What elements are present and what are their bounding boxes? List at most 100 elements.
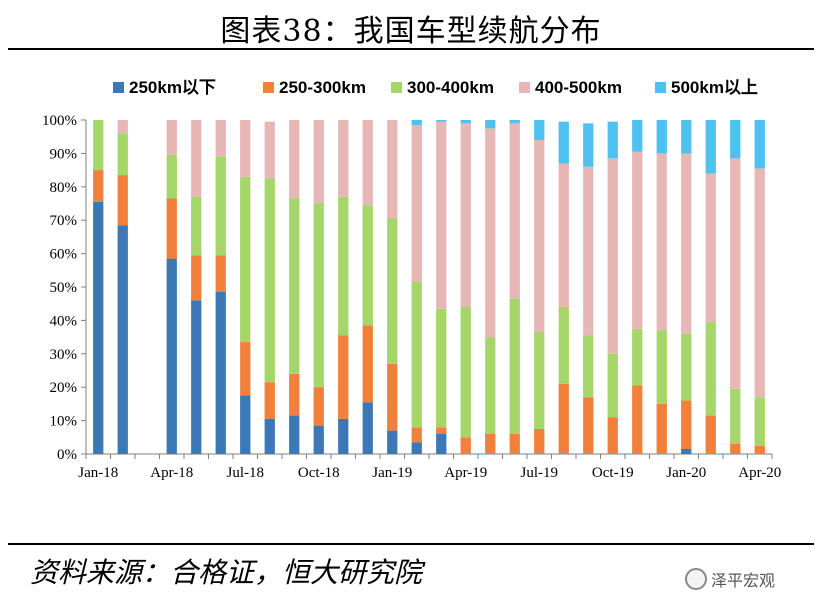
y-tick-label: 30%: [50, 347, 78, 363]
bar-segment: [191, 300, 202, 454]
bar-segment: [632, 151, 643, 329]
bar-segment: [387, 363, 398, 431]
bar-segment: [264, 418, 275, 454]
bar-segment: [411, 125, 422, 282]
bar-segment: [656, 403, 667, 454]
x-tick-label: Jan-18: [78, 465, 118, 481]
y-tick-label: 40%: [50, 313, 78, 329]
source-rule: [8, 543, 814, 545]
legend-label: 250km以下: [129, 78, 216, 97]
bar-segment: [509, 120, 520, 124]
bar-segment: [240, 395, 251, 454]
bar-segment: [509, 298, 520, 434]
bar-segment: [411, 281, 422, 428]
bar-segment: [215, 292, 226, 454]
y-tick-label: 0%: [57, 447, 77, 463]
x-tick-label: Jan-19: [372, 465, 412, 481]
y-tick-label: 10%: [50, 414, 78, 430]
title-rule: [8, 48, 814, 50]
bar-segment: [656, 153, 667, 331]
bar-segment: [730, 388, 741, 444]
x-tick-label: Jul-19: [521, 465, 559, 481]
bar-segment: [485, 433, 496, 454]
bar-segment: [583, 335, 594, 398]
bar-segment: [681, 400, 692, 449]
bar-segment: [534, 332, 545, 429]
bar-segment: [485, 337, 496, 434]
bar-segment: [338, 335, 349, 419]
bar-segment: [607, 158, 618, 354]
bar-segment: [215, 120, 226, 157]
y-tick-label: 90%: [50, 146, 78, 162]
bar-segment: [607, 353, 618, 418]
bar-segment: [705, 322, 716, 416]
bar-segment: [681, 333, 692, 401]
bar-segment: [411, 120, 422, 126]
bar-segment: [509, 433, 520, 454]
bar-segment: [289, 373, 300, 416]
bar-segment: [93, 120, 104, 171]
bar-segment: [117, 120, 128, 134]
x-tick-label: Jan-20: [666, 465, 706, 481]
watermark: 泽平宏观: [685, 567, 775, 591]
bar-segment: [558, 383, 569, 454]
bar-segment: [436, 433, 447, 454]
bar-segment: [558, 121, 569, 164]
bar-segment: [362, 205, 373, 326]
wechat-logo-icon: [685, 568, 707, 590]
bar-segment: [583, 166, 594, 336]
bar-segment: [534, 428, 545, 454]
bar-segment: [93, 201, 104, 454]
bar-segment: [436, 121, 447, 309]
bar-segment: [534, 140, 545, 333]
bar-segment: [436, 120, 447, 122]
bar-segment: [411, 427, 422, 443]
y-tick-label: 100%: [42, 113, 77, 129]
bar-segment: [362, 325, 373, 403]
chart-title: 图表38：我国车型续航分布: [220, 14, 602, 49]
bar-segment: [485, 128, 496, 338]
bar-segment: [166, 155, 177, 199]
bar-segment: [460, 437, 471, 454]
bar-segment: [754, 168, 765, 398]
bar-segment: [485, 120, 496, 129]
bar-segment: [632, 328, 643, 386]
legend-swatch: [263, 82, 274, 93]
bar-segment: [583, 123, 594, 167]
bar-segment: [607, 417, 618, 454]
legend: 250km以下 250-300km 300-400km 400-500km 500km以…: [113, 78, 758, 97]
source-note: 资料来源：合格证，恒大研究院: [30, 556, 423, 589]
bar-segment: [191, 120, 202, 197]
bar-segment: [387, 120, 398, 219]
y-tick-label: 60%: [50, 247, 78, 263]
legend-label: 500km以上: [671, 78, 758, 97]
bar-segment: [264, 382, 275, 419]
bars: [93, 120, 765, 454]
bar-segment: [289, 415, 300, 454]
bar-segment: [240, 342, 251, 396]
bar-segment: [436, 427, 447, 434]
bar-segment: [730, 158, 741, 389]
bar-segment: [338, 196, 349, 336]
bar-segment: [215, 156, 226, 256]
bar-segment: [411, 442, 422, 454]
bar-segment: [460, 307, 471, 438]
legend-swatch: [655, 82, 666, 93]
bar-segment: [632, 385, 643, 454]
bar-segment: [754, 120, 765, 169]
bar-segment: [313, 425, 324, 454]
bar-segment: [240, 176, 251, 343]
bar-segment: [117, 225, 128, 454]
bar-segment: [166, 198, 177, 259]
watermark-text: 泽平宏观: [711, 571, 776, 590]
y-tick-label: 50%: [50, 280, 78, 296]
y-tick-label: 80%: [50, 180, 78, 196]
bar-segment: [93, 170, 104, 202]
x-tick-label: Apr-19: [444, 465, 487, 481]
bar-segment: [387, 218, 398, 364]
tick-labels: 0% 10% 20% 30% 40% 50% 60% 70% 80% 90% 100% Jan-18 A…: [42, 113, 781, 481]
x-tick-label: Jul-18: [227, 465, 265, 481]
bar-segment: [313, 387, 324, 426]
legend-label: 400-500km: [535, 78, 622, 97]
bar-segment: [191, 255, 202, 301]
